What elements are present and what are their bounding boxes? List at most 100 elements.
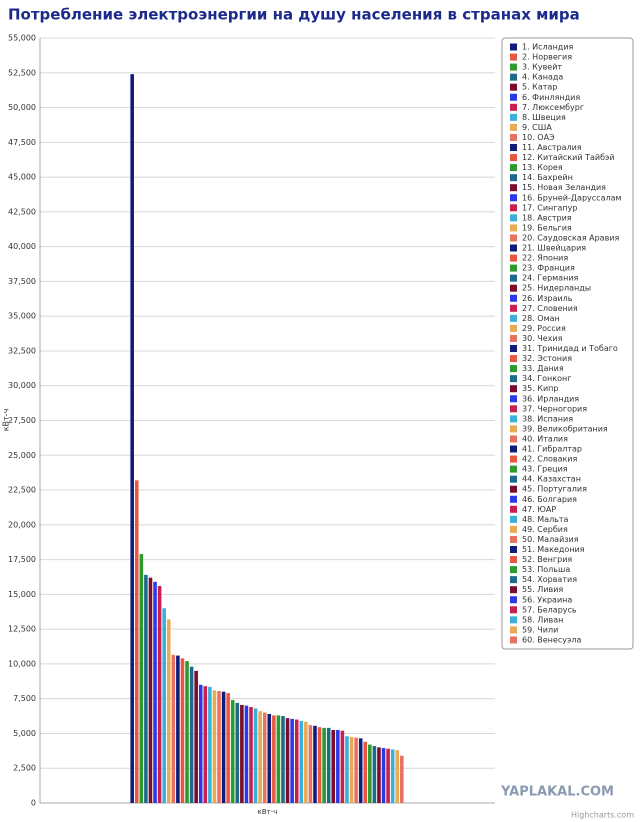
legend-swatch[interactable] bbox=[510, 53, 517, 61]
legend-label[interactable]: 5. Катар bbox=[522, 83, 557, 92]
legend-label[interactable]: 9. США bbox=[522, 123, 552, 132]
legend-label[interactable]: 43. Греция bbox=[522, 465, 568, 474]
legend-swatch[interactable] bbox=[510, 425, 517, 433]
legend-label[interactable]: 29. Россия bbox=[522, 324, 566, 333]
legend-swatch[interactable] bbox=[510, 445, 517, 453]
legend-label[interactable]: 51. Македония bbox=[522, 545, 585, 554]
legend-swatch[interactable] bbox=[510, 204, 517, 212]
legend-swatch[interactable] bbox=[510, 556, 517, 564]
legend-label[interactable]: 56. Украина bbox=[522, 595, 572, 604]
legend-label[interactable]: 24. Германия bbox=[522, 274, 579, 283]
legend-label[interactable]: 52. Венгрия bbox=[522, 555, 572, 564]
legend-label[interactable]: 3. Кувейт bbox=[522, 63, 562, 72]
legend-label[interactable]: 14. Бахрейн bbox=[522, 173, 573, 182]
legend-label[interactable]: 2. Норвегия bbox=[522, 53, 572, 62]
legend-swatch[interactable] bbox=[510, 596, 517, 604]
legend-label[interactable]: 48. Мальта bbox=[522, 515, 569, 524]
legend-swatch[interactable] bbox=[510, 83, 517, 91]
legend-label[interactable]: 7. Люксембург bbox=[522, 103, 584, 112]
legend-swatch[interactable] bbox=[510, 515, 517, 523]
legend-swatch[interactable] bbox=[510, 103, 517, 111]
legend-label[interactable]: 21. Швейцария bbox=[522, 244, 586, 253]
legend-swatch[interactable] bbox=[510, 375, 517, 383]
legend-swatch[interactable] bbox=[510, 334, 517, 342]
legend-swatch[interactable] bbox=[510, 214, 517, 222]
legend-swatch[interactable] bbox=[510, 144, 517, 151]
legend-swatch[interactable] bbox=[510, 566, 517, 574]
legend-label[interactable]: 32. Эстония bbox=[522, 354, 572, 363]
legend-swatch[interactable] bbox=[510, 455, 517, 463]
legend-swatch[interactable] bbox=[510, 43, 517, 51]
legend-label[interactable]: 4. Канада bbox=[522, 73, 563, 82]
legend-swatch[interactable] bbox=[510, 154, 517, 162]
legend-label[interactable]: 44. Казахстан bbox=[522, 475, 581, 484]
legend-label[interactable]: 50. Малайзия bbox=[522, 535, 579, 544]
legend-label[interactable]: 59. Чили bbox=[522, 625, 558, 634]
legend-swatch[interactable] bbox=[510, 234, 517, 242]
legend-swatch[interactable] bbox=[510, 606, 517, 614]
legend-label[interactable]: 34. Гонконг bbox=[522, 374, 571, 383]
legend-swatch[interactable] bbox=[510, 385, 517, 393]
legend-label[interactable]: 45. Португалия bbox=[522, 485, 587, 494]
legend-swatch[interactable] bbox=[510, 395, 517, 403]
legend-swatch[interactable] bbox=[510, 324, 517, 332]
legend-label[interactable]: 40. Италия bbox=[522, 434, 568, 443]
legend-label[interactable]: 15. Новая Зеландия bbox=[522, 183, 606, 192]
legend-label[interactable]: 58. Ливан bbox=[522, 615, 563, 624]
legend-label[interactable]: 28. Оман bbox=[522, 314, 560, 323]
legend-label[interactable]: 49. Сербия bbox=[522, 525, 568, 534]
legend-swatch[interactable] bbox=[510, 73, 517, 81]
legend-swatch[interactable] bbox=[510, 355, 517, 363]
legend-label[interactable]: 22. Япония bbox=[522, 254, 568, 263]
legend-label[interactable]: 16. Бруней-Даруссалам bbox=[522, 193, 622, 202]
legend-label[interactable]: 41. Гибралтар bbox=[522, 445, 582, 454]
legend-swatch[interactable] bbox=[510, 93, 517, 101]
legend-label[interactable]: 17. Сингапур bbox=[522, 203, 577, 212]
legend-label[interactable]: 37. Черногория bbox=[522, 404, 587, 413]
legend-swatch[interactable] bbox=[510, 345, 517, 352]
legend-label[interactable]: 25. Нидерланды bbox=[522, 284, 591, 293]
legend-swatch[interactable] bbox=[510, 586, 517, 594]
legend-swatch[interactable] bbox=[510, 123, 517, 131]
legend-label[interactable]: 60. Венесуэла bbox=[522, 635, 581, 644]
legend-swatch[interactable] bbox=[510, 133, 517, 141]
legend-label[interactable]: 42. Словакия bbox=[522, 455, 578, 464]
legend-swatch[interactable] bbox=[510, 284, 517, 292]
legend-swatch[interactable] bbox=[510, 224, 517, 232]
legend-label[interactable]: 55. Ливия bbox=[522, 585, 563, 594]
legend-swatch[interactable] bbox=[510, 475, 517, 483]
legend-swatch[interactable] bbox=[510, 405, 517, 413]
legend-swatch[interactable] bbox=[510, 304, 517, 312]
legend-swatch[interactable] bbox=[510, 616, 517, 624]
legend-label[interactable]: 6. Финляндия bbox=[522, 93, 580, 102]
legend-swatch[interactable] bbox=[510, 274, 517, 282]
legend-swatch[interactable] bbox=[510, 194, 517, 202]
legend-swatch[interactable] bbox=[510, 495, 517, 503]
legend-swatch[interactable] bbox=[510, 164, 517, 172]
legend-swatch[interactable] bbox=[510, 576, 517, 584]
legend-swatch[interactable] bbox=[510, 435, 517, 443]
legend-label[interactable]: 18. Австрия bbox=[522, 213, 572, 222]
legend-swatch[interactable] bbox=[510, 113, 517, 121]
legend-swatch[interactable] bbox=[510, 365, 517, 373]
legend-swatch[interactable] bbox=[510, 535, 517, 543]
legend-label[interactable]: 30. Чехия bbox=[522, 334, 563, 343]
legend-label[interactable]: 31. Тринидад и Тобаго bbox=[522, 344, 618, 353]
legend-swatch[interactable] bbox=[510, 184, 517, 192]
legend-swatch[interactable] bbox=[510, 264, 517, 272]
legend-label[interactable]: 20. Саудовская Аравия bbox=[522, 233, 619, 242]
legend-swatch[interactable] bbox=[510, 636, 517, 644]
legend-swatch[interactable] bbox=[510, 314, 517, 322]
legend-label[interactable]: 26. Израиль bbox=[522, 294, 573, 303]
legend-label[interactable]: 1. Исландия bbox=[522, 43, 574, 52]
legend-swatch[interactable] bbox=[510, 546, 517, 553]
legend-label[interactable]: 36. Ирландия bbox=[522, 394, 579, 403]
legend-swatch[interactable] bbox=[510, 63, 517, 71]
legend-label[interactable]: 35. Кипр bbox=[522, 384, 558, 393]
legend-swatch[interactable] bbox=[510, 244, 517, 252]
legend-swatch[interactable] bbox=[510, 525, 517, 533]
legend-label[interactable]: 46. Болгария bbox=[522, 495, 577, 504]
legend-label[interactable]: 12. Китайский Тайбэй bbox=[522, 153, 615, 162]
legend-swatch[interactable] bbox=[510, 485, 517, 493]
legend-label[interactable]: 13. Корея bbox=[522, 163, 563, 172]
